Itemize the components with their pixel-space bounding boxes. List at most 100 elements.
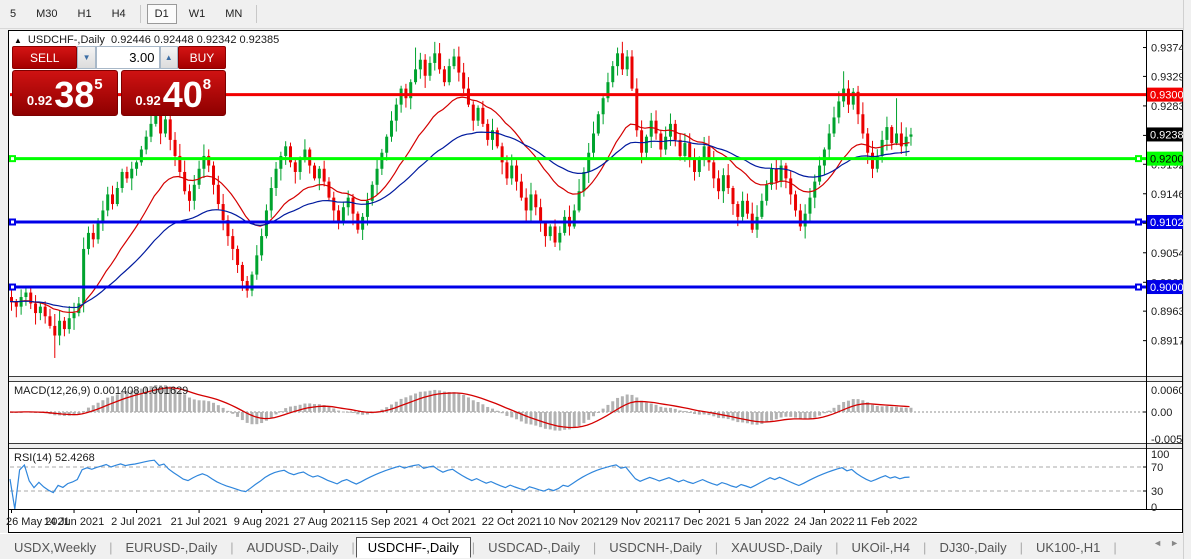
macd-bar <box>462 394 466 412</box>
candle-bear <box>62 320 66 330</box>
macd-bar <box>418 391 422 412</box>
rsi-name: RSI(14) <box>14 452 52 464</box>
candle-bull <box>491 130 494 140</box>
candle-bull <box>130 168 134 179</box>
rsi-axis-70: 70 <box>1151 462 1163 474</box>
pane-splitter[interactable] <box>9 376 1182 381</box>
macd-bar <box>486 406 490 412</box>
macd-bar <box>221 407 225 412</box>
macd-bar <box>414 393 418 412</box>
chart-ohlc-quotes: 0.92446 0.92448 0.92342 0.92385 <box>111 34 280 46</box>
chart-tab-dj30-daily[interactable]: DJ30-,Daily <box>939 539 1007 555</box>
volume-input[interactable]: 3.00 <box>95 46 160 69</box>
sell-price-button[interactable]: 0.92 38 5 <box>12 70 118 116</box>
candle-bull <box>452 56 456 67</box>
macd-bar <box>135 389 139 412</box>
tab-scroll-arrows[interactable]: ◄► <box>1153 538 1187 548</box>
chart-tab-usdcnh-daily[interactable]: USDCNH-,Daily <box>609 539 702 555</box>
scroll-right-icon[interactable]: ► <box>1170 538 1187 548</box>
chart-tab-ukoil-h4[interactable]: UKOil-,H4 <box>851 539 911 555</box>
candle-bear <box>351 197 355 214</box>
candle-bear <box>457 56 461 73</box>
macd-bar <box>447 392 451 412</box>
timeframe-button-h4[interactable]: H4 <box>111 8 126 20</box>
chart-tab-usdx-weekly[interactable]: USDX,Weekly <box>14 539 97 555</box>
timeframe-button-mn[interactable]: MN <box>225 8 243 20</box>
sell-button[interactable]: SELL <box>12 46 78 69</box>
volume-increase-button[interactable]: ▲ <box>159 46 178 69</box>
candle-bull <box>414 69 418 83</box>
timeframe-button-5[interactable]: 5 <box>10 8 17 20</box>
candle-bear <box>543 223 547 237</box>
scroll-left-icon[interactable]: ◄ <box>1153 538 1171 548</box>
buy-price-big: 40 <box>162 74 203 115</box>
macd-bar <box>255 412 259 425</box>
candle-bull <box>592 133 596 153</box>
date-tick-label: 14 Jun 2021 <box>44 516 105 528</box>
macd-bar <box>515 412 519 420</box>
date-tick-label: 17 Dec 2021 <box>668 516 730 528</box>
chart-tab-audusd-daily[interactable]: AUDUSD-,Daily <box>246 539 339 555</box>
pane-splitter[interactable] <box>9 443 1182 448</box>
timeframe-button-h1[interactable]: H1 <box>77 8 92 20</box>
chart-tab-usdcad-daily[interactable]: USDCAD-,Daily <box>488 539 580 555</box>
chart-tab-eurusd-daily[interactable]: EURUSD-,Daily <box>125 539 218 555</box>
candle-bear <box>178 155 182 172</box>
chart-tab-bar: USDX,Weekly | EURUSD-,Daily | AUDUSD-,Daily |… <box>0 533 1191 559</box>
timeframe-button-m30[interactable]: M30 <box>36 8 58 20</box>
macd-bar <box>202 400 206 412</box>
candle-bull <box>702 146 706 160</box>
candle-bull <box>476 107 480 121</box>
candle-bull <box>389 120 393 137</box>
timeframe-button-d1[interactable]: D1 <box>146 4 177 24</box>
macd-bar <box>601 408 605 412</box>
chart-tab-xauusd-daily[interactable]: XAUUSD-,Daily <box>731 539 823 555</box>
candle-bull <box>58 320 62 336</box>
macd-bar <box>592 412 596 417</box>
macd-bar <box>428 390 432 412</box>
candle-bear <box>678 139 682 156</box>
candle-bull <box>144 136 148 150</box>
macd-bar <box>341 411 345 413</box>
chevron-down-icon: ▼ <box>82 53 91 62</box>
macd-bar <box>789 412 793 417</box>
rsi-value: 52.4268 <box>54 452 95 464</box>
macd-bar <box>563 412 567 430</box>
candle-bull <box>428 62 432 76</box>
macd-bar <box>611 401 615 412</box>
candle-bull <box>529 194 533 211</box>
buy-button[interactable]: BUY <box>177 46 226 69</box>
candle-bear <box>125 171 129 179</box>
chart-tab-uk100-h1[interactable]: UK100-,H1 <box>1036 539 1101 555</box>
macd-bar <box>303 403 307 412</box>
macd-bar <box>524 412 528 424</box>
candle-bear <box>794 194 798 211</box>
candle-bull <box>298 159 302 172</box>
macd-bar <box>327 406 331 412</box>
ma-slow-line <box>9 131 910 309</box>
buy-price-button[interactable]: 0.92 40 8 <box>120 70 226 116</box>
chart-tab-usdchf-daily[interactable]: USDCHF-,Daily <box>355 536 471 558</box>
macd-bar <box>909 407 913 412</box>
collapse-panel-icon[interactable]: ▲ <box>14 36 22 45</box>
macd-bar <box>640 400 644 412</box>
price-tick-label: 0.90540 <box>1151 248 1191 260</box>
candle-bull <box>399 88 403 105</box>
timeframe-button-w1[interactable]: W1 <box>188 8 206 20</box>
candle-bear <box>111 194 115 205</box>
macd-bar <box>438 390 442 412</box>
volume-decrease-button[interactable]: ▼ <box>77 46 96 69</box>
candle-bull <box>418 59 422 70</box>
macd-bar <box>577 412 581 426</box>
candle-bull <box>106 194 110 211</box>
macd-bar <box>385 407 389 412</box>
macd-bar <box>683 411 687 413</box>
candle-bear <box>423 59 427 76</box>
macd-bar <box>197 400 201 412</box>
candle-bear <box>774 168 778 182</box>
candle-bear <box>688 143 692 160</box>
macd-bar <box>779 412 783 418</box>
macd-bar <box>688 412 692 413</box>
candle-bear <box>553 226 557 243</box>
candle-bull <box>909 134 913 137</box>
